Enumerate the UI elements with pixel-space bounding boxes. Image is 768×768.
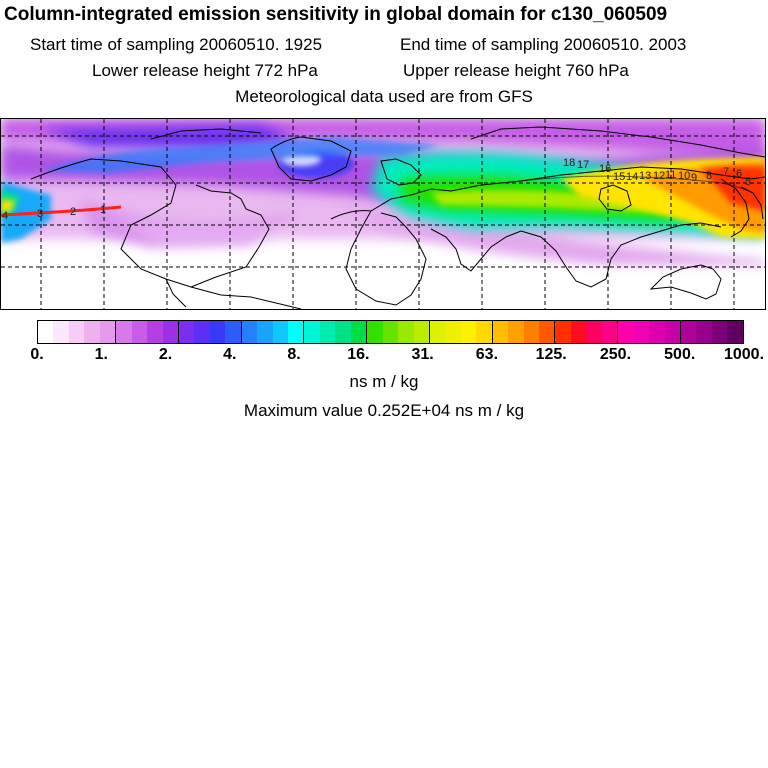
trajectory-label: 6 <box>736 168 742 180</box>
colorbar-tick-label: 63. <box>475 346 499 363</box>
colorbar-segment <box>241 321 258 343</box>
colorbar-segment <box>570 321 587 343</box>
trajectory-label: 13 <box>639 170 651 182</box>
emission-sensitivity-map: 4 3 2 1 18 17 16 15 14 13 12 11 10 9 8 7… <box>0 118 766 310</box>
trajectory-label: 17 <box>577 159 589 171</box>
colorbar-tick-label: 8. <box>287 346 301 363</box>
sensitivity-field <box>1 119 765 309</box>
colorbar-tick-label: 500. <box>664 346 696 363</box>
trajectory-label: 10 <box>678 170 690 182</box>
colorbar-segment <box>555 321 571 343</box>
trajectory-label: 5 <box>745 176 751 188</box>
colorbar-segment <box>649 321 665 343</box>
colorbar-segment <box>131 321 148 343</box>
colorbar-segment <box>272 321 288 343</box>
colorbar-segment <box>727 321 743 343</box>
colorbar-segment <box>147 321 163 343</box>
trajectory-labels-east: 18 17 16 15 14 13 12 11 10 9 8 7 6 5 <box>563 157 751 188</box>
colorbar-segment <box>335 321 351 343</box>
colorbar-segment <box>711 321 728 343</box>
colorbar-segment <box>257 321 273 343</box>
colorbar-segment <box>304 321 320 343</box>
colorbar-tick-label: 2. <box>158 346 173 363</box>
colorbar-segment <box>209 321 226 343</box>
colorbar-segment <box>523 321 539 343</box>
colorbar-segment <box>696 321 712 343</box>
colorbar-segment <box>539 321 556 343</box>
trajectory-label: 12 <box>653 170 665 182</box>
colorbar-tick-label: 0. <box>30 346 44 363</box>
trajectory-label: 8 <box>706 170 712 182</box>
colorbar-segment <box>413 321 430 343</box>
colorbar-segment <box>398 321 414 343</box>
colorbar-segment <box>367 321 383 343</box>
end-time-text: End time of sampling 20060510. 2003 <box>400 35 687 54</box>
colorbar-segment <box>288 321 305 343</box>
lower-release-height-text: Lower release height 772 hPa <box>92 61 318 80</box>
colorbar-tick-label: 4. <box>223 346 237 363</box>
colorbar-segment <box>476 321 493 343</box>
colorbar-segment <box>194 321 210 343</box>
colorbar-segment <box>508 321 524 343</box>
trajectory-label: 9 <box>691 172 697 184</box>
colorbar-tick-label: 16. <box>347 346 370 363</box>
plot-title: Column-integrated emission sensitivity i… <box>4 4 668 25</box>
colorbar-tick-label: 1000. <box>723 346 765 363</box>
trajectory-label: 15 <box>613 171 625 183</box>
colorbar-segment <box>225 321 242 343</box>
colorbar-segment <box>84 321 100 343</box>
colorbar-segment <box>680 321 697 343</box>
colorbar-segment <box>319 321 336 343</box>
start-time-text: Start time of sampling 20060510. 1925 <box>30 35 323 54</box>
colorbar-segment <box>68 321 85 343</box>
colorbar <box>37 320 744 344</box>
trajectory-label: 18 <box>563 157 575 169</box>
met-data-text: Meteorological data used are from GFS <box>235 87 533 106</box>
colorbar-tick-label: 31. <box>411 346 434 363</box>
coastlines <box>30 126 765 309</box>
trajectory-label: 7 <box>723 166 729 178</box>
colorbar-segment <box>586 321 602 343</box>
trajectory-label: 16 <box>599 163 611 175</box>
lat-lon-grid <box>1 119 765 309</box>
colorbar-segment <box>460 321 477 343</box>
colorbar-segment <box>633 321 650 343</box>
trajectory-label: 2 <box>70 206 76 218</box>
trajectory-label: 14 <box>626 171 638 183</box>
trajectory-line <box>1 175 754 217</box>
colorbar-tick-label: 125. <box>535 346 567 363</box>
upper-release-height-text: Upper release height 760 hPa <box>403 61 629 80</box>
colorbar-segment <box>618 321 634 343</box>
colorbar-segment <box>116 321 132 343</box>
colorbar-segment <box>382 321 399 343</box>
colorbar-segment <box>664 321 681 343</box>
colorbar-segment <box>601 321 619 343</box>
colorbar-segment <box>429 321 446 343</box>
colorbar-segment <box>350 321 368 343</box>
colorbar-segment <box>492 321 509 343</box>
trajectory-label: 4 <box>2 210 8 222</box>
trajectory-label: 11 <box>665 169 676 181</box>
colorbar-segment <box>38 321 54 343</box>
trajectory-label: 1 <box>100 204 106 216</box>
trajectory-labels-west: 4 3 2 1 <box>2 204 106 222</box>
colorbar-segment <box>178 321 195 343</box>
maximum-value-text: Maximum value 0.252E+04 ns m / kg <box>243 401 525 420</box>
colorbar-segment <box>99 321 117 343</box>
trajectory-label: 3 <box>37 208 43 220</box>
colorbar-tick-label: 250. <box>599 346 632 363</box>
colorbar-segment <box>445 321 461 343</box>
colorbar-segment <box>53 321 69 343</box>
colorbar-tick-label: 1. <box>94 346 108 363</box>
colorbar-segment <box>162 321 179 343</box>
colorbar-units: ns m / kg <box>349 372 419 391</box>
